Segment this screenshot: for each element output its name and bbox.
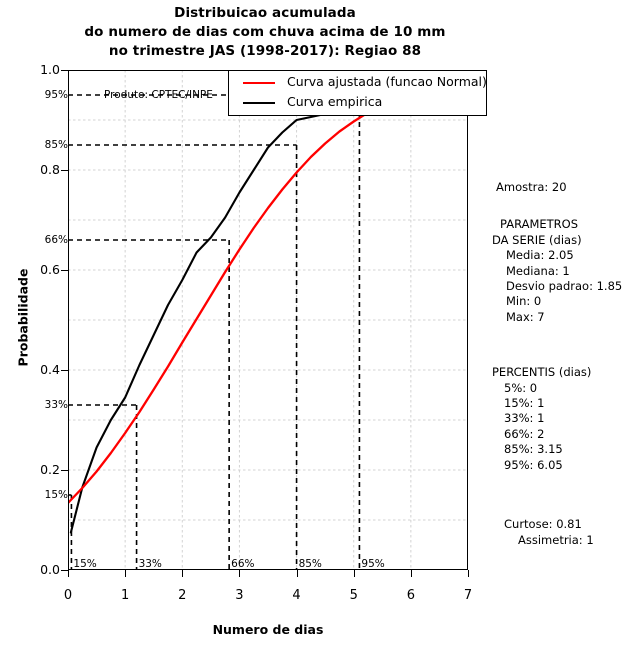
y-tick-label: 0.4	[20, 362, 60, 377]
percentile-y-label: 95%	[44, 89, 68, 101]
y-tick-label: 0.6	[20, 262, 60, 277]
percentile-x-label: 33%	[138, 558, 162, 570]
y-tick-mark	[61, 470, 68, 471]
y-tick-mark	[61, 570, 68, 571]
y-tick-label: 0.0	[20, 562, 60, 577]
stat-mediana: Mediana: 1	[506, 263, 570, 278]
percentile-guide-lines	[68, 94, 361, 570]
page-title: Distribuicao acumulada do numero de dias…	[0, 4, 530, 61]
stat-p15: 15%: 1	[504, 396, 545, 411]
stat-parametros-heading: PARAMETROS	[500, 217, 579, 232]
percentile-y-label: 66%	[44, 234, 68, 246]
stats-spacer	[482, 325, 638, 365]
legend-swatch-empirical	[243, 102, 275, 104]
stat-assimetria: Assimetria: 1	[518, 532, 594, 547]
percentile-y-label: 33%	[44, 399, 68, 411]
stat-p85: 85%: 3.15	[504, 442, 563, 457]
percentile-y-label: 85%	[44, 139, 68, 151]
title-line-1: Distribuicao acumulada	[174, 5, 356, 21]
x-tick-label: 7	[463, 588, 473, 603]
x-tick-mark	[68, 570, 69, 577]
stat-p95: 95%: 6.05	[504, 457, 563, 472]
percentile-y-label: 15%	[44, 489, 68, 501]
x-tick-mark	[125, 570, 127, 577]
statistics-panel: Amostra: 20 PARAMETROS DA SERIE (dias) M…	[482, 180, 638, 548]
y-tick-mark	[61, 170, 68, 171]
y-tick-text: 1.0	[40, 62, 60, 77]
y-tick-label: 1.0	[20, 62, 60, 77]
percentile-x-label: 66%	[231, 558, 255, 570]
x-tick-mark	[468, 570, 469, 577]
x-tick-label: 3	[235, 588, 244, 603]
stat-min: Min: 0	[506, 294, 542, 309]
plot-frame	[68, 70, 468, 570]
y-tick-mark	[61, 270, 68, 271]
stat-max: Max: 7	[506, 309, 545, 324]
y-tick-text: 0.4	[40, 362, 60, 377]
stat-amostra: Amostra: 20	[496, 180, 567, 194]
stat-p5: 5%: 0	[504, 380, 538, 395]
x-tick-mark	[296, 570, 298, 577]
y-tick-label: 0.2	[20, 462, 60, 477]
legend: Curva ajustada (funcao Normal) Curva emp…	[228, 70, 487, 116]
percentile-x-label: 85%	[298, 558, 322, 570]
y-tick-mark	[61, 70, 68, 71]
stat-desvio-padrao: Desvio padrao: 1.85	[506, 279, 623, 294]
stat-percentis-heading: PERCENTIS (dias)	[492, 365, 592, 380]
legend-label-fitted: Curva ajustada (funcao Normal)	[287, 74, 487, 89]
x-tick-mark	[353, 570, 355, 577]
y-tick-text: 0.8	[40, 162, 60, 177]
x-tick-label: 5	[349, 588, 358, 603]
stat-p33: 33%: 1	[504, 411, 545, 426]
legend-label-empirical: Curva empirica	[287, 94, 383, 109]
x-tick-label: 4	[292, 588, 301, 603]
percentile-x-label: 95%	[361, 558, 385, 570]
stat-media: Media: 2.05	[506, 248, 574, 263]
y-axis-title: Probabilidade	[15, 268, 31, 367]
stat-p66: 66%: 2	[504, 426, 545, 441]
x-tick-label: 0	[63, 588, 73, 603]
x-tick-label: 1	[121, 588, 130, 603]
x-tick-label: 2	[178, 588, 187, 603]
y-tick-label: 0.8	[20, 162, 60, 177]
y-tick-text: 0.2	[40, 462, 60, 477]
x-tick-mark	[410, 570, 412, 577]
stat-curtose: Curtose: 0.81	[504, 517, 582, 532]
produto-note: Produto: CPTEC/INPE	[104, 89, 213, 101]
legend-swatch-fitted	[243, 82, 275, 84]
title-line-3: no trimestre JAS (1998-2017): Regiao 88	[108, 43, 422, 59]
title-line-2: do numero de dias com chuva acima de 10 …	[84, 24, 446, 40]
y-tick-text: 0.0	[40, 562, 60, 577]
x-axis-title: Numero de dias	[212, 622, 324, 637]
stats-spacer-2	[482, 473, 638, 517]
percentile-x-label: 15%	[73, 558, 97, 570]
x-tick-mark	[239, 570, 241, 577]
x-tick-mark	[182, 570, 184, 577]
y-tick-mark	[61, 370, 68, 371]
plot-area	[68, 70, 468, 570]
y-tick-text: 0.6	[40, 262, 60, 277]
stat-parametros-subheading: DA SERIE (dias)	[492, 232, 582, 247]
x-tick-label: 6	[406, 588, 415, 603]
